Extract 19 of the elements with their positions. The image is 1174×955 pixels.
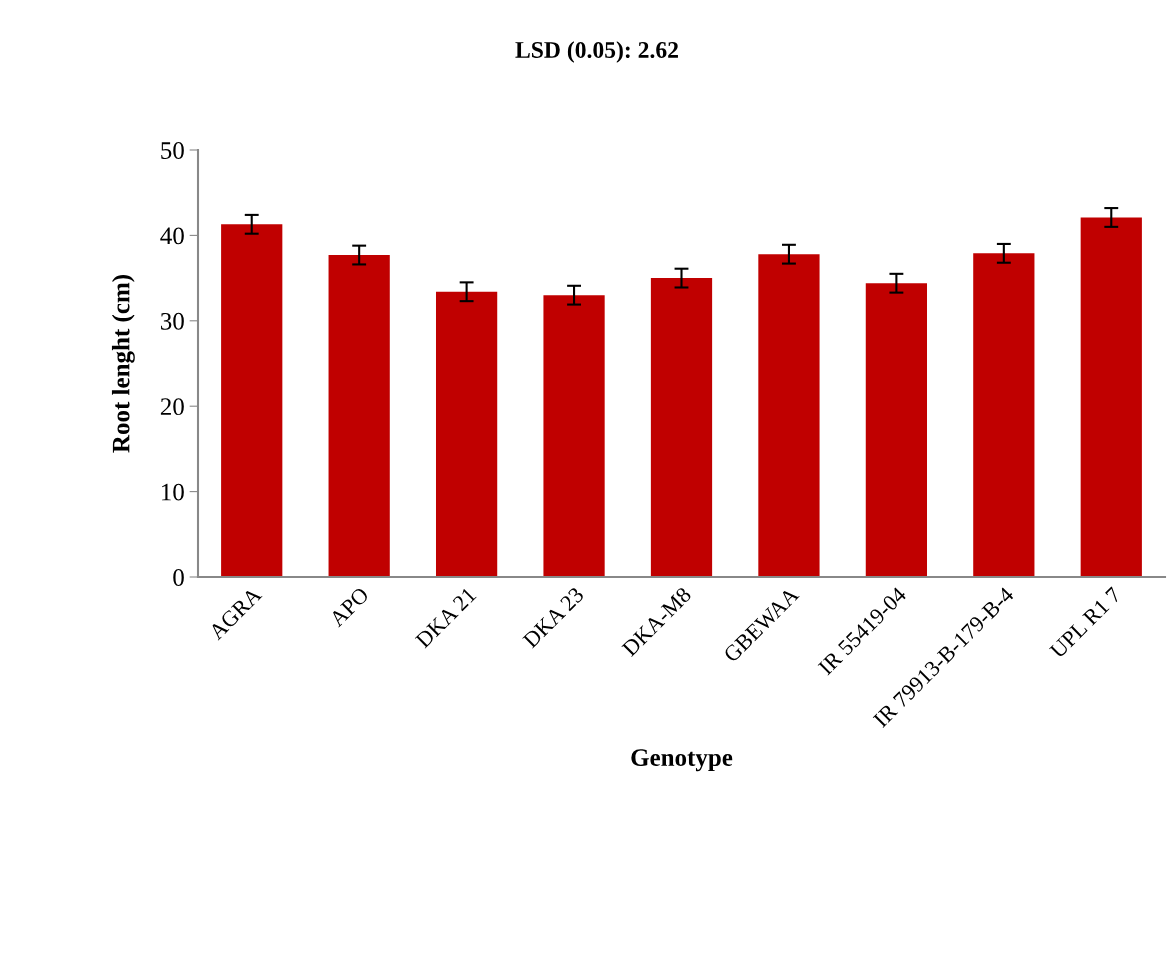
y-tick-label: 0: [173, 569, 184, 586]
y-tick-label: 50: [161, 142, 184, 159]
y-tick-label: 30: [161, 312, 184, 330]
chart-title: LSD (0.05): 2.62: [515, 41, 678, 63]
x-axis-title: Genotype: [631, 749, 733, 772]
x-tick-label: UPL R1 7: [1048, 586, 1122, 660]
y-tick-label: 40: [160, 227, 184, 245]
bar: [973, 253, 1035, 577]
y-tick-label: 10: [162, 483, 184, 501]
bar: [758, 254, 820, 577]
bar: [543, 295, 605, 577]
bar: [650, 278, 713, 577]
bar: [221, 224, 283, 577]
bar: [328, 255, 390, 577]
bar: [1080, 217, 1142, 577]
y-axis-title: Root lenght (cm): [111, 275, 135, 453]
bar: [865, 283, 928, 577]
bar: [435, 291, 498, 577]
y-tick-label: 20: [160, 398, 184, 416]
